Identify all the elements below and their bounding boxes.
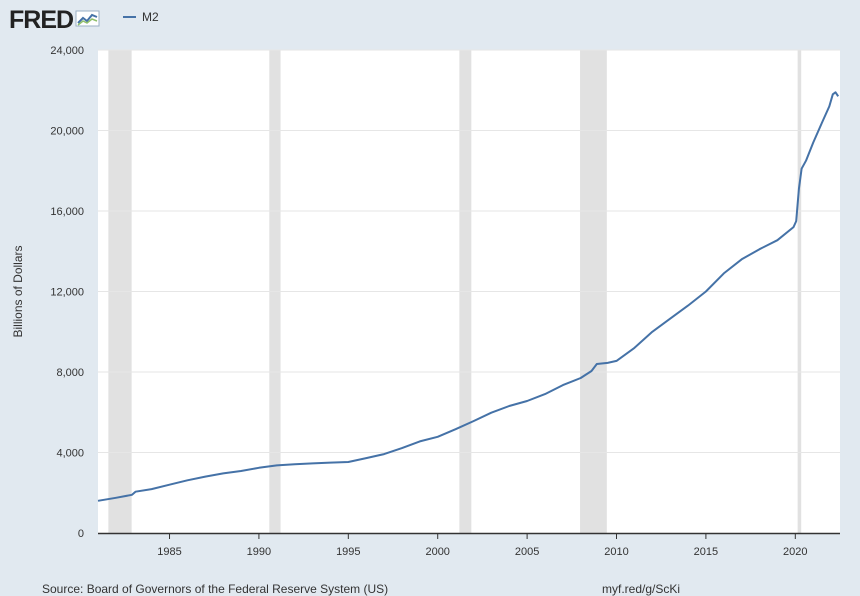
x-tick-label-1990: 1990 [247, 546, 271, 558]
y-tick-label-16000: 16,000 [50, 206, 84, 218]
series-line-m2 [97, 91, 840, 502]
y-axis-title: Billions of Dollars [11, 245, 25, 337]
fred-logo-text: FRED [9, 6, 74, 34]
x-tick-label-2000: 2000 [425, 546, 449, 558]
x-tick-label-1985: 1985 [157, 546, 181, 558]
y-tick-label-4000: 4,000 [56, 448, 84, 460]
gridlines-group [98, 49, 840, 453]
footer-source: Source: Board of Governors of the Federa… [42, 582, 389, 596]
footer-link[interactable]: myf.red/g/ScKi [602, 582, 681, 596]
series-group [97, 91, 840, 502]
chart-legend: M2 [123, 10, 159, 24]
fred-chart-icon [75, 8, 101, 33]
x-tick-label-2015: 2015 [694, 546, 718, 558]
y-tick-label-24000: 24,000 [50, 45, 84, 57]
x-tick-label-2020: 2020 [783, 546, 807, 558]
fred-logo[interactable]: FRED [9, 5, 101, 35]
legend-label-m2: M2 [142, 10, 159, 24]
x-tick-label-1995: 1995 [336, 546, 360, 558]
legend-swatch-m2 [123, 16, 136, 18]
x-tick-label-2005: 2005 [515, 546, 539, 558]
x-tick-label-2010: 2010 [604, 546, 628, 558]
y-tick-label-20000: 20,000 [50, 126, 84, 138]
chart-header: FRED M2 [0, 0, 860, 42]
y-tick-label-8000: 8,000 [56, 367, 84, 379]
y-tick-label-12000: 12,000 [50, 287, 84, 299]
y-tick-label-0: 0 [78, 528, 84, 540]
axes-group: 0 4,000 8,000 12,000 16,000 20,000 24,000 1985 1… [50, 45, 840, 558]
